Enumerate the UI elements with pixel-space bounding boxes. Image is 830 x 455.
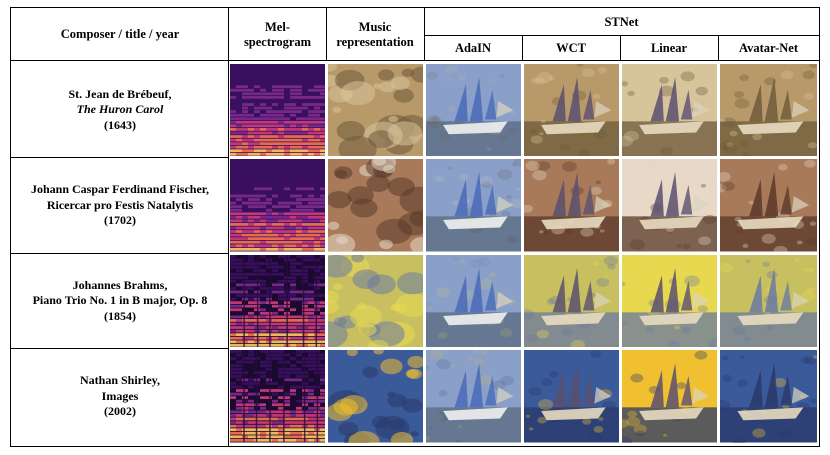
piece-title: Piano Trio No. 1 in B major, Op. 8: [32, 293, 208, 307]
header-mel: Mel- spectrogram: [243, 19, 312, 49]
composer-cell: Nathan Shirley, Images (2002): [11, 350, 229, 444]
stylized-ship-avatar-image: [720, 159, 817, 252]
music-representation-image: [328, 254, 423, 347]
stylized-ship-linear-image: [622, 63, 717, 156]
header-method-linear: Linear: [650, 41, 688, 55]
header-stnet: STNet: [604, 14, 639, 29]
row-divider: [11, 252, 229, 254]
stylized-ship-wct-image: [524, 350, 619, 443]
header-music: Music representation: [336, 19, 414, 49]
stylized-ship-wct-image: [524, 159, 619, 252]
composer-name: Johannes Brahms,: [72, 277, 168, 292]
divider: [522, 36, 523, 61]
stylized-ship-avatar-image: [720, 254, 817, 347]
music-representation-image: [328, 350, 423, 443]
divider: [620, 36, 621, 61]
divider: [228, 8, 229, 446]
header-composer: Composer / title / year: [60, 27, 180, 41]
music-representation-image: [328, 63, 423, 156]
stylized-ship-linear-image: [622, 159, 717, 252]
piece-year: (1702): [104, 213, 136, 227]
results-table: Composer / title / year Mel- spectrogram…: [10, 7, 820, 447]
piece-title: Images: [101, 388, 139, 403]
stylized-ship-avatar-image: [720, 350, 817, 443]
stylized-ship-linear-image: [622, 254, 717, 347]
composer-cell: St. Jean de Brébeuf, The Huron Carol (1643…: [11, 63, 229, 157]
music-representation-image: [328, 159, 423, 252]
header-method-avatar-net: Avatar-Net: [739, 41, 798, 55]
mel-spectrogram-image: [230, 350, 325, 443]
divider: [424, 35, 819, 36]
header-method-wct: WCT: [556, 41, 586, 55]
composer-cell: Johannes Brahms, Piano Trio No. 1 in B ma…: [11, 254, 229, 348]
row-divider: [11, 348, 229, 349]
stylized-ship-adain-image: [426, 350, 521, 443]
mel-spectrogram-image: [230, 159, 325, 252]
piece-year: (1643): [104, 117, 136, 132]
divider: [718, 36, 719, 61]
piece-year: (1854): [104, 308, 136, 323]
stylized-ship-adain-image: [426, 254, 521, 347]
piece-year: (2002): [104, 404, 136, 418]
mel-spectrogram-image: [230, 63, 325, 156]
stylized-ship-linear-image: [622, 350, 717, 443]
composer-cell: Johann Caspar Ferdinand Fischer, Ricercar…: [11, 159, 229, 253]
divider: [424, 8, 425, 61]
stylized-ship-adain-image: [426, 63, 521, 156]
divider: [11, 60, 819, 62]
divider: [326, 8, 327, 61]
mel-spectrogram-image: [230, 254, 325, 347]
stylized-ship-wct-image: [524, 254, 619, 347]
composer-name: St. Jean de Brébeuf,: [68, 86, 172, 101]
stylized-ship-avatar-image: [720, 63, 817, 156]
header-method-adain: AdaIN: [454, 41, 492, 55]
stylized-ship-adain-image: [426, 159, 521, 252]
composer-name: Johann Caspar Ferdinand Fischer,: [30, 182, 210, 196]
piece-title: The Huron Carol: [76, 102, 164, 116]
piece-title: Ricercar pro Festis Natalytis: [46, 197, 194, 212]
composer-name: Nathan Shirley,: [79, 373, 160, 387]
stylized-ship-wct-image: [524, 63, 619, 156]
row-divider: [11, 157, 229, 158]
